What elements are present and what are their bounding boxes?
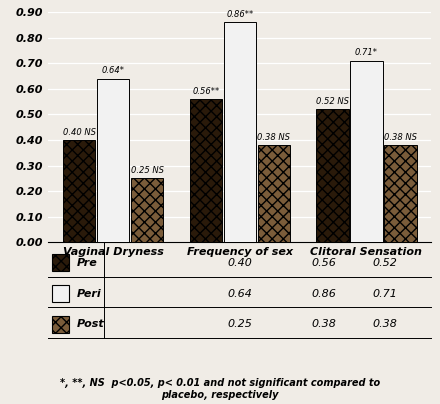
Text: 0.38: 0.38	[373, 319, 398, 329]
Bar	[97, 79, 129, 242]
Bar	[52, 285, 70, 302]
Text: Peri: Peri	[77, 288, 102, 299]
Text: 0.38: 0.38	[312, 319, 337, 329]
Text: 0.64: 0.64	[227, 288, 252, 299]
Text: 0.71*: 0.71*	[355, 48, 378, 57]
Bar	[52, 316, 70, 332]
Text: 0.40 NS: 0.40 NS	[63, 128, 96, 137]
Text: 0.64*: 0.64*	[102, 66, 125, 75]
Text: Post: Post	[77, 319, 105, 329]
Text: 0.56**: 0.56**	[192, 87, 220, 96]
Bar	[52, 255, 70, 271]
Bar	[350, 61, 382, 242]
Text: Pre: Pre	[77, 258, 98, 268]
Bar	[224, 22, 256, 242]
Bar	[316, 109, 348, 242]
Text: 0.86: 0.86	[312, 288, 337, 299]
Text: 0.38 NS: 0.38 NS	[384, 133, 417, 142]
Text: 0.52: 0.52	[373, 258, 398, 268]
Bar	[384, 145, 417, 242]
Bar	[131, 179, 163, 242]
Text: 0.25: 0.25	[227, 319, 252, 329]
Text: 0.86**: 0.86**	[226, 10, 253, 19]
Text: 0.56: 0.56	[312, 258, 337, 268]
Text: *, **, NS  p<0.05, p< 0.01 and not significant compared to
placebo, respectively: *, **, NS p<0.05, p< 0.01 and not signif…	[60, 379, 380, 400]
Text: 0.71: 0.71	[373, 288, 398, 299]
Text: 0.40: 0.40	[227, 258, 252, 268]
Bar	[63, 140, 95, 242]
Bar	[190, 99, 222, 242]
Text: 0.52 NS: 0.52 NS	[316, 97, 349, 106]
Bar	[257, 145, 290, 242]
Text: 0.25 NS: 0.25 NS	[131, 166, 164, 175]
Text: 0.38 NS: 0.38 NS	[257, 133, 290, 142]
